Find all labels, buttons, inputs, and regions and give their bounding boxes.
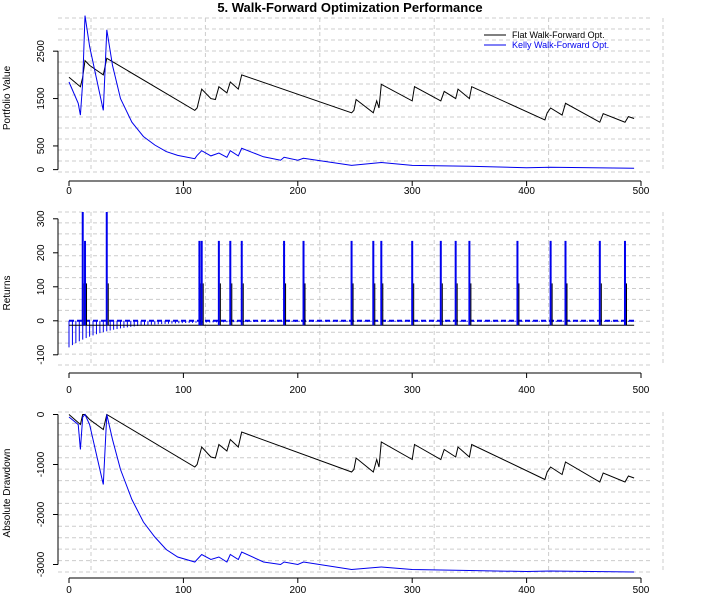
legend: Flat Walk-Forward Opt. Kelly Walk-Forwar… [484,30,609,50]
y-tick-label: 500 [36,137,47,154]
legend-kelly-label: Kelly Walk-Forward Opt. [512,40,609,50]
y-tick-label: 2500 [36,40,47,63]
portfolio-axes: 0 100 200 300 400 500 0 500 1500 2500 [36,40,650,197]
y-tick-label: -100 [36,344,47,364]
drawdown-grid [58,411,664,573]
drawdown-series [68,413,635,573]
x-tick-label: 200 [289,186,306,197]
y-tick-label: 200 [36,244,47,261]
y-tick-label: 0 [36,166,47,172]
x-tick-label: 400 [518,186,535,197]
kelly-series-line [68,15,635,169]
returns-ylabel: Returns [2,275,13,310]
flat-series-line [68,57,635,123]
x-tick-label: 100 [175,186,192,197]
x-tick-label: 300 [404,385,421,396]
flat-series-line [68,413,635,483]
x-tick-label: 200 [289,585,306,596]
x-tick-label: 500 [633,186,650,197]
y-tick-label: -3000 [36,551,47,577]
y-tick-label: 300 [36,210,47,227]
portfolio-value-panel: 0 100 200 300 400 500 0 500 1500 2500 Portfolio V… [2,15,664,197]
y-tick-label: 1500 [36,87,47,110]
x-tick-label: 300 [404,186,421,197]
drawdown-ylabel: Absolute Drawdown [2,449,13,538]
y-tick-label: 0 [36,411,47,417]
portfolio-ylabel: Portfolio Value [2,65,13,130]
x-tick-label: 400 [518,585,535,596]
y-tick-label: 100 [36,278,47,295]
x-tick-label: 100 [175,585,192,596]
y-tick-label: 0 [36,318,47,324]
x-tick-label: 500 [633,385,650,396]
chart-title: 5. Walk-Forward Optimization Performance [217,0,482,15]
y-tick-label: -2000 [36,501,47,527]
x-tick-label: 100 [175,385,192,396]
y-tick-label: -1000 [36,451,47,477]
x-tick-label: 300 [404,585,421,596]
drawdown-panel: 0 100 200 300 400 500 -3000 -2000 -1000 0 Absolut… [2,411,664,596]
portfolio-series [68,15,635,169]
x-tick-label: 200 [289,385,306,396]
kelly-series-line [68,413,635,573]
x-tick-label: 0 [66,385,72,396]
returns-series [68,212,635,348]
x-tick-label: 500 [633,585,650,596]
x-tick-label: 400 [518,385,535,396]
drawdown-axes: 0 100 200 300 400 500 -3000 -2000 -1000 0 [36,411,650,596]
returns-grid [58,211,664,366]
x-tick-label: 0 [66,186,72,197]
x-tick-label: 0 [66,585,72,596]
returns-axes: 0 100 200 300 400 500 -100 0 100 200 300 [36,210,650,396]
returns-panel: 0 100 200 300 400 500 -100 0 100 200 300 Returns [2,210,664,396]
legend-flat-label: Flat Walk-Forward Opt. [512,30,605,40]
